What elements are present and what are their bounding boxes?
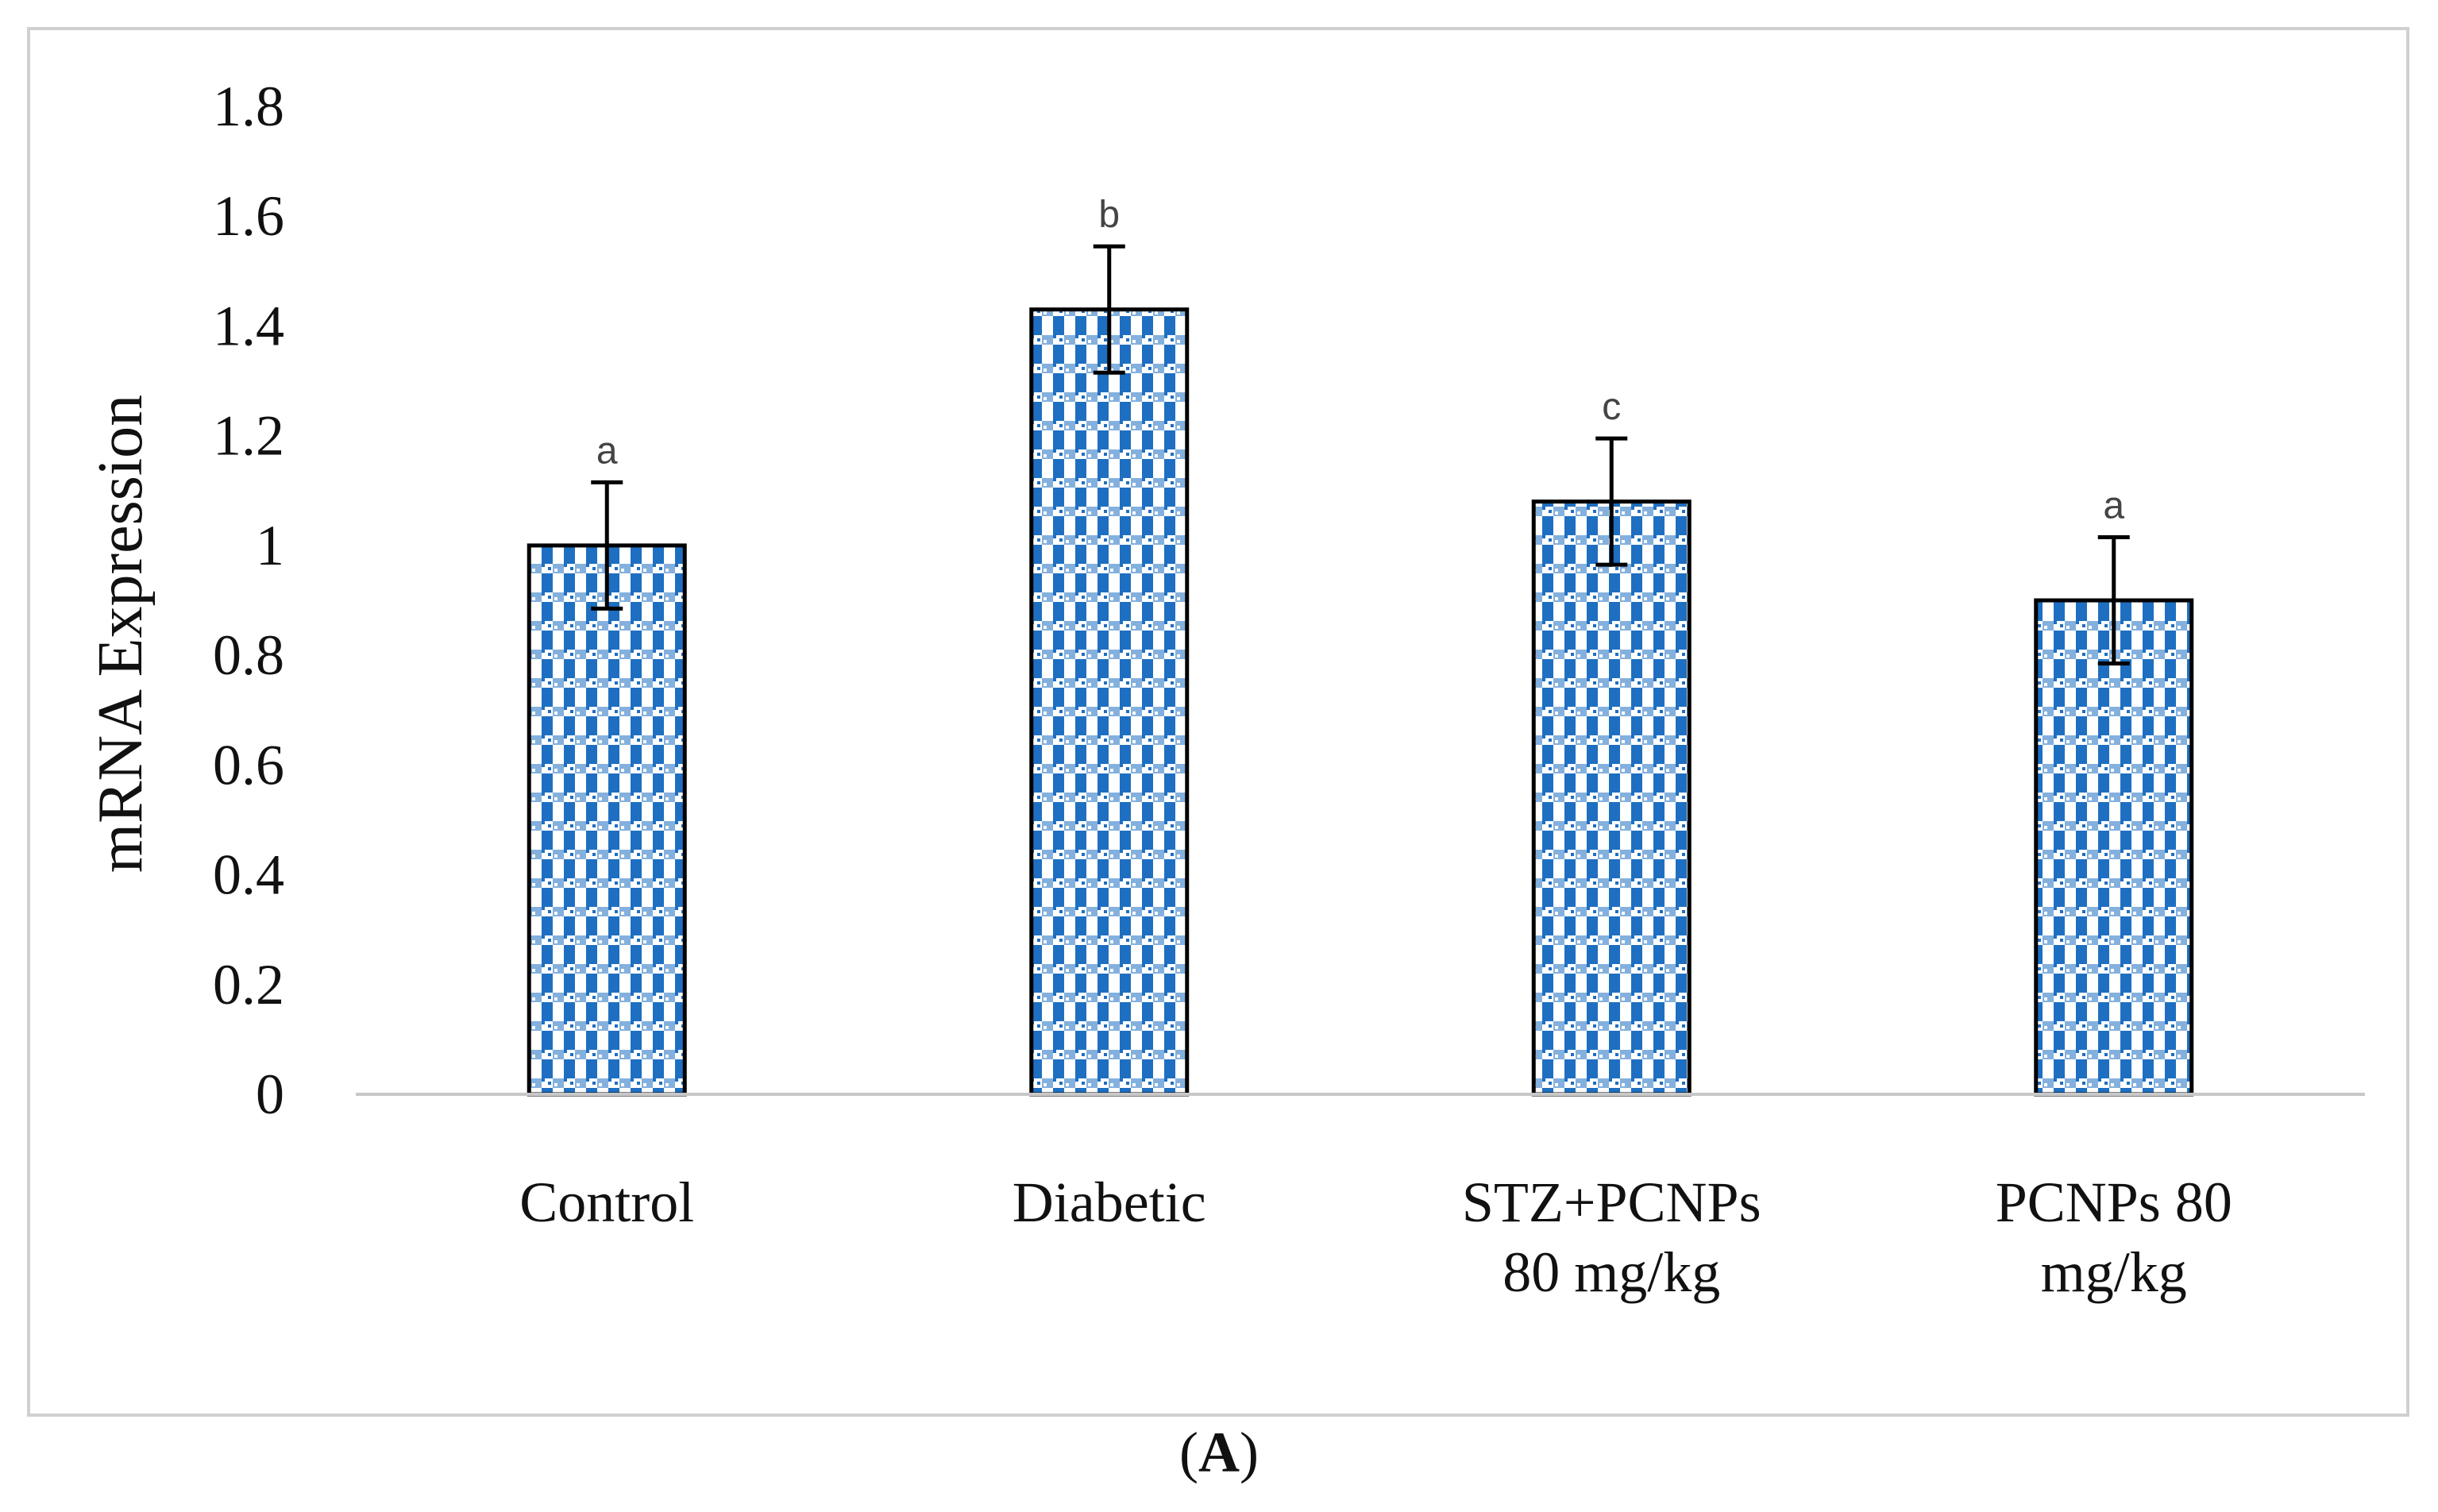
category-label: STZ+PCNPs 80 mg/kg bbox=[1462, 1171, 1761, 1304]
significance-label: a bbox=[596, 430, 618, 472]
category-label-line: Control bbox=[519, 1171, 694, 1234]
category-label: Diabetic bbox=[1013, 1171, 1206, 1234]
category-label: Control bbox=[519, 1171, 694, 1234]
y-tick-label: 0.2 bbox=[213, 953, 284, 1016]
category-label-line: PCNPs 80 bbox=[1996, 1171, 2232, 1234]
caption-open: ( bbox=[1179, 1421, 1198, 1484]
bar-pcnps-80-mg-kg bbox=[2034, 598, 2194, 1097]
y-tick-label: 0.4 bbox=[213, 843, 284, 907]
y-axis-ticks: 0 0.2 0.4 0.6 0.8 1 1.2 1.4 1.6 1.8 bbox=[213, 75, 284, 1126]
category-label-line: 80 mg/kg bbox=[1503, 1240, 1720, 1304]
y-tick-label: 1.4 bbox=[213, 294, 284, 357]
category-label-line: mg/kg bbox=[2041, 1240, 2187, 1304]
y-tick-label: 0.6 bbox=[213, 733, 284, 796]
y-tick-label: 1.2 bbox=[213, 404, 284, 468]
caption-close: ) bbox=[1240, 1421, 1259, 1484]
figure-caption: (A) bbox=[0, 1420, 2438, 1486]
significance-label: b bbox=[1098, 194, 1120, 236]
y-tick-label: 1.6 bbox=[213, 184, 284, 248]
category-label-line: STZ+PCNPs bbox=[1462, 1171, 1761, 1234]
chart-frame: 0 0.2 0.4 0.6 0.8 1 1.2 1.4 1.6 1.8 a b c a Control D… bbox=[27, 27, 2409, 1417]
bar-diabetic bbox=[1029, 307, 1190, 1097]
bar-control bbox=[527, 543, 687, 1097]
y-tick-label: 0.8 bbox=[213, 623, 284, 687]
y-tick-label: 0 bbox=[256, 1063, 284, 1126]
bar-stz-pcnps-80-mg-kg bbox=[1531, 499, 1692, 1097]
x-axis-labels: Control Diabetic STZ+PCNPs 80 mg/kg PCNPs 80… bbox=[519, 1171, 2232, 1304]
category-label-line: Diabetic bbox=[1013, 1171, 1206, 1234]
bar-chart: 0 0.2 0.4 0.6 0.8 1 1.2 1.4 1.6 1.8 a b c a Control D… bbox=[86, 75, 2365, 1304]
y-tick-label: 1.8 bbox=[213, 75, 284, 138]
caption-label: A bbox=[1198, 1421, 1240, 1484]
significance-label: a bbox=[2103, 485, 2124, 527]
bars-group: a b c a bbox=[527, 194, 2194, 1097]
significance-label: c bbox=[1602, 386, 1621, 428]
category-label: PCNPs 80 mg/kg bbox=[1996, 1171, 2232, 1304]
y-tick-label: 1 bbox=[256, 514, 284, 577]
y-axis-title: mRNA Expression bbox=[86, 395, 156, 873]
